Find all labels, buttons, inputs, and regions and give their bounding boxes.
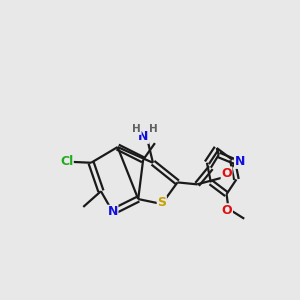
Text: O: O [222,204,232,217]
Text: Cl: Cl [60,155,73,168]
Text: N: N [107,205,118,218]
Text: N: N [138,130,149,143]
Text: N: N [235,155,245,168]
Text: O: O [221,167,232,180]
Text: H: H [148,124,157,134]
Text: S: S [157,196,166,209]
Text: H: H [132,124,141,134]
